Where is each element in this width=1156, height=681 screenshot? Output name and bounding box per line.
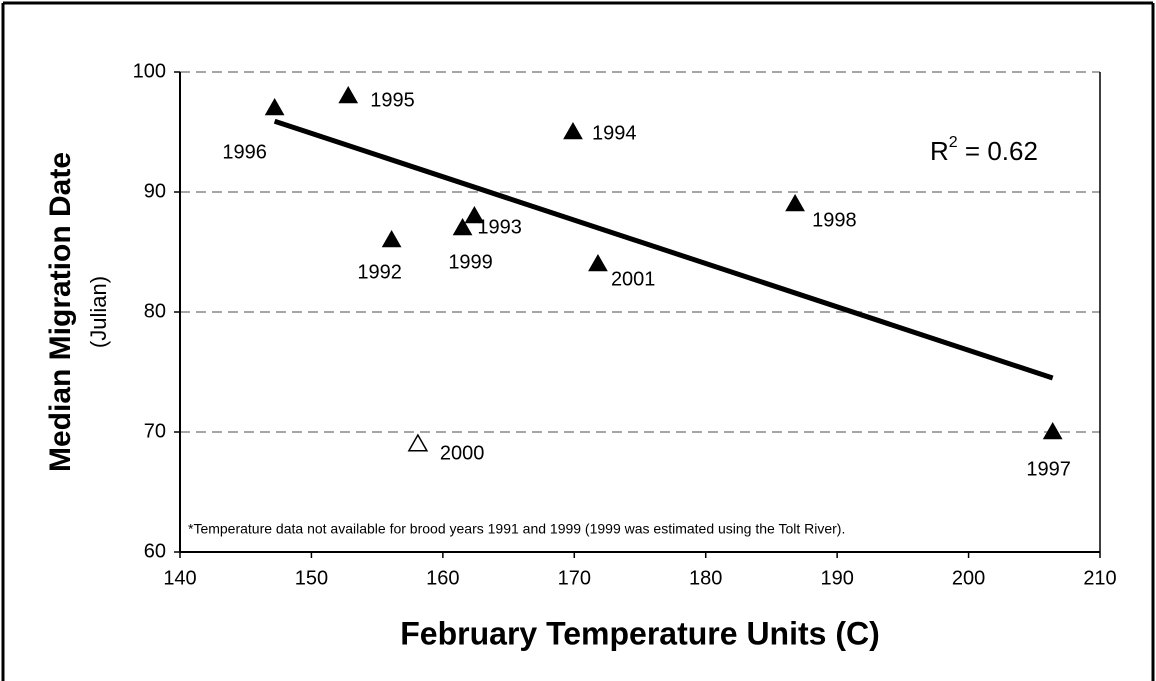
y-tick-label: 70: [144, 420, 166, 442]
point: [407, 433, 429, 452]
annotation-sup: 2: [949, 134, 958, 151]
y-tick-label: 60: [144, 540, 166, 562]
point: [563, 121, 583, 140]
footnote: *Temperature data not available for broo…: [188, 521, 845, 537]
x-tick-label: 200: [952, 567, 985, 589]
y-axis-subtitle: (Julian): [86, 276, 111, 348]
point-label: 1998: [812, 209, 857, 231]
point: [588, 253, 608, 272]
point-label: 1999: [448, 251, 493, 273]
y-axis-title: Median Migration Date: [44, 152, 77, 472]
point-label: 1995: [370, 89, 415, 111]
x-tick-label: 170: [558, 567, 591, 589]
point-label: 1993: [477, 216, 522, 238]
x-tick-label: 150: [295, 567, 328, 589]
point: [264, 97, 285, 116]
point-label: 2000: [440, 442, 485, 464]
x-tick-label: 140: [163, 567, 196, 589]
point-label: 1997: [1026, 458, 1071, 480]
annotation-base: R: [930, 136, 949, 166]
point: [338, 85, 359, 104]
y-tick-label: 100: [133, 60, 166, 82]
point-label: 2001: [611, 268, 656, 290]
trendline: [273, 118, 1054, 381]
x-tick-label: 160: [426, 567, 459, 589]
x-axis-title: February Temperature Units (C): [400, 615, 880, 651]
point-label: 1994: [592, 122, 637, 144]
point-label: 1992: [357, 261, 402, 283]
x-tick-label: 210: [1083, 567, 1116, 589]
point: [452, 217, 473, 236]
y-tick-label: 80: [144, 300, 166, 322]
point: [785, 193, 805, 212]
point: [381, 229, 402, 248]
point: [464, 205, 485, 224]
annotation: R2 = 0.62: [930, 134, 1038, 166]
point-label: 1996: [222, 141, 267, 163]
annotation-rest: = 0.62: [958, 136, 1038, 166]
point: [1042, 421, 1063, 440]
y-tick-label: 90: [144, 180, 166, 202]
x-tick-label: 180: [689, 567, 722, 589]
x-tick-label: 190: [820, 567, 853, 589]
